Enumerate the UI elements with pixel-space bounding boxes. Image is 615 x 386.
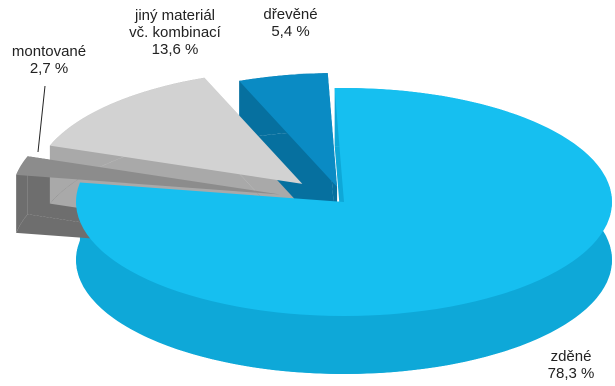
label-drevene: dřevěné 5,4 % — [233, 6, 348, 40]
slice-tops — [16, 73, 613, 316]
label-jiny-material-value: 13,6 % — [151, 41, 199, 58]
label-jiny-material-name: jiný materiál — [134, 7, 216, 24]
slice-montovane — [16, 156, 281, 195]
label-montovane: montované 2,7 % — [4, 43, 94, 77]
label-montovane-name: montované — [11, 43, 87, 60]
label-zdene-name: zděné — [550, 348, 592, 365]
slice-jiny-material — [49, 77, 303, 184]
label-montovane-value: 2,7 % — [29, 60, 69, 77]
label-zdene: zděné 78,3 % — [530, 348, 612, 382]
label-drevene-value: 5,4 % — [271, 23, 310, 40]
leader-line-montovane — [37, 85, 46, 153]
label-jiny-material: jiný materiál vč. kombinací 13,6 % — [100, 7, 250, 58]
label-jiny-material-name-2: vč. kombinací — [129, 24, 221, 41]
slice-zdene — [76, 87, 613, 316]
label-drevene-name: dřevěné — [263, 6, 318, 23]
slice-drevene — [239, 73, 338, 188]
label-zdene-value: 78,3 % — [547, 365, 595, 382]
